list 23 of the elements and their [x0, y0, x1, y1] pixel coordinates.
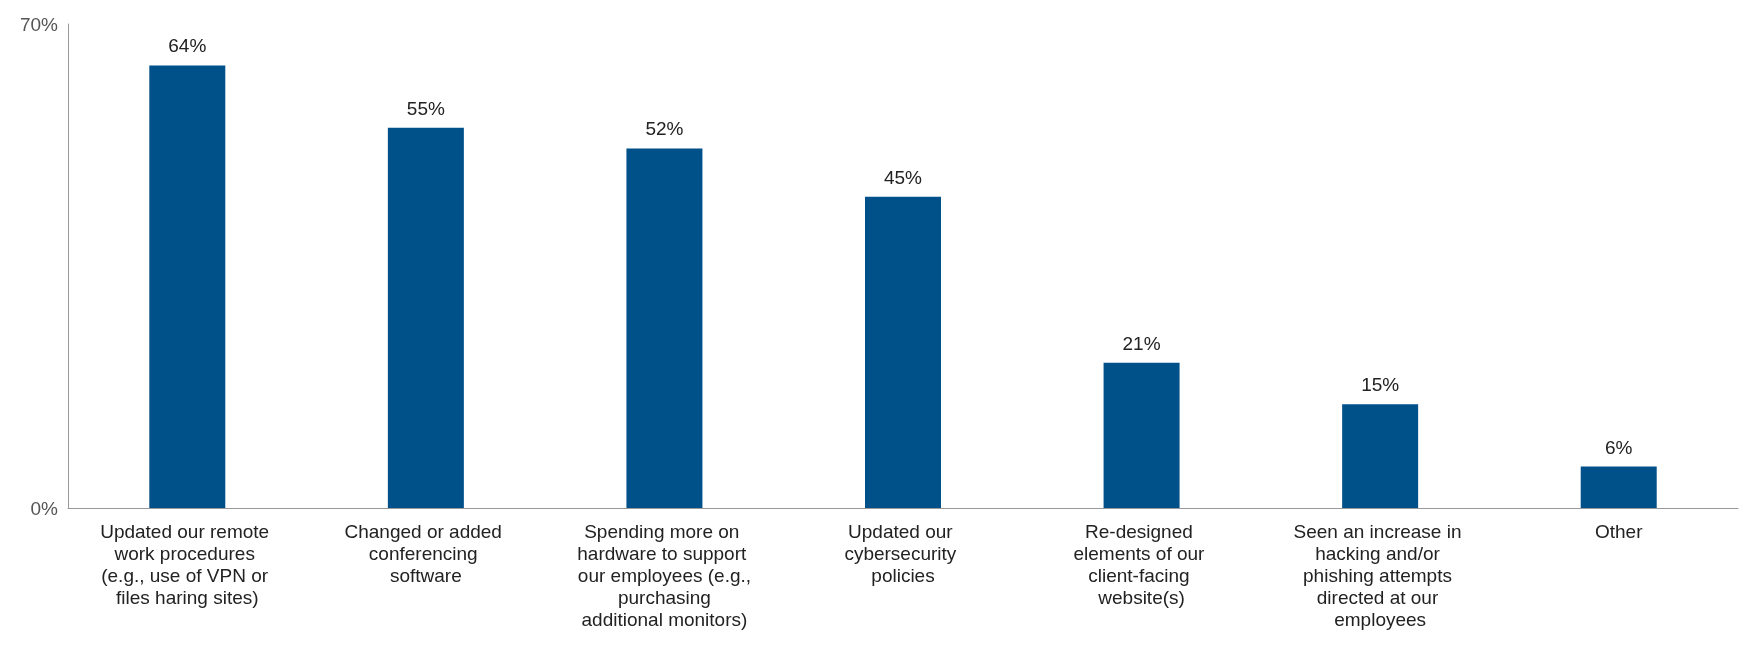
y-tick-label: 0% — [30, 497, 59, 519]
x-tick-label: Updated our cybersecurity policies — [844, 520, 962, 586]
x-tick-label: Re-designed elements of our client-facing website(s) — [1073, 520, 1210, 608]
x-tick-label: Seen an increase in hacking and/or phishing attempts directed at our employees — [1293, 520, 1467, 630]
bar — [1342, 404, 1419, 508]
bar — [149, 65, 226, 508]
bar — [1580, 466, 1657, 508]
data-label: 52% — [645, 118, 684, 140]
data-label: 64% — [168, 35, 207, 57]
bar — [626, 148, 703, 508]
x-tick-label: Spending more on hardware to support our employees (e.g., purchasing additional monitors) — [577, 520, 752, 630]
data-label: 21% — [1122, 332, 1161, 354]
bar — [387, 127, 464, 508]
data-label: 15% — [1361, 374, 1400, 396]
data-label: 45% — [883, 166, 923, 188]
data-label: 55% — [406, 97, 445, 119]
y-tick-label: 70% — [19, 13, 59, 35]
data-label: 6% — [1604, 436, 1633, 458]
x-tick-label: Updated our remote work procedures (e.g., use of VPN or files haring sites) — [100, 520, 275, 608]
x-tick-label: Changed or added conferencing software — [344, 520, 508, 586]
x-tick-label: Other — [1594, 520, 1644, 542]
bar — [1103, 362, 1180, 508]
bar — [865, 196, 941, 508]
